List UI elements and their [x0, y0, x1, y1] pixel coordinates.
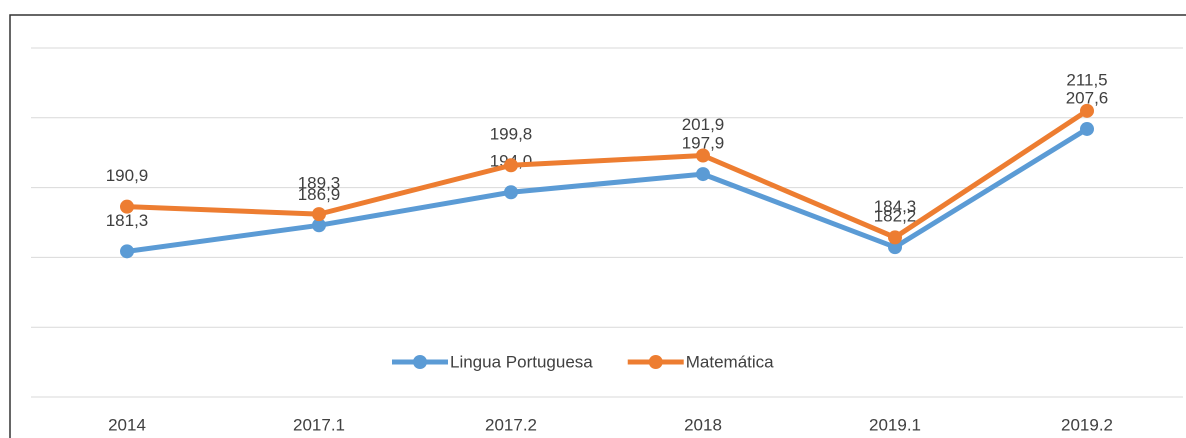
series-line	[126, 126, 1089, 254]
legend-label: Lingua Portuguesa	[450, 352, 593, 371]
x-tick-label: 2017.2	[485, 415, 537, 434]
data-point	[888, 240, 902, 255]
x-tick-label: 2019.1	[869, 415, 921, 434]
data-label: 207,6	[1066, 88, 1109, 107]
legend-label: Matemática	[686, 352, 774, 371]
x-tick-label: 2014	[108, 415, 146, 434]
data-label: 197,9	[682, 134, 725, 153]
data-label: 211,5	[1066, 70, 1107, 89]
data-point	[504, 158, 518, 173]
x-tick-label: 2017.1	[293, 415, 345, 434]
data-label: 199,8	[490, 125, 533, 144]
data-point	[888, 230, 902, 245]
data-point	[504, 185, 518, 200]
data-label: 182,2	[874, 207, 917, 226]
x-tick-label: 2019.2	[1061, 415, 1113, 434]
chart-frame	[9, 14, 1186, 438]
data-point	[120, 199, 134, 214]
data-point	[312, 207, 326, 222]
x-tick-label: 2018	[684, 415, 722, 434]
data-label: 184,3	[874, 197, 917, 216]
data-point	[1080, 103, 1094, 118]
series-line	[126, 108, 1089, 240]
data-label: 190,9	[106, 166, 149, 185]
data-point	[696, 167, 710, 182]
data-label: 181,3	[106, 211, 149, 230]
data-label: 189,3	[298, 174, 341, 193]
data-point	[312, 218, 326, 233]
legend-marker	[413, 355, 427, 369]
data-label: 201,9	[682, 115, 725, 134]
data-point	[1080, 121, 1094, 136]
legend-marker	[648, 355, 663, 369]
data-point	[696, 148, 710, 163]
data-label: 186,9	[298, 185, 341, 204]
data-point	[120, 244, 134, 259]
